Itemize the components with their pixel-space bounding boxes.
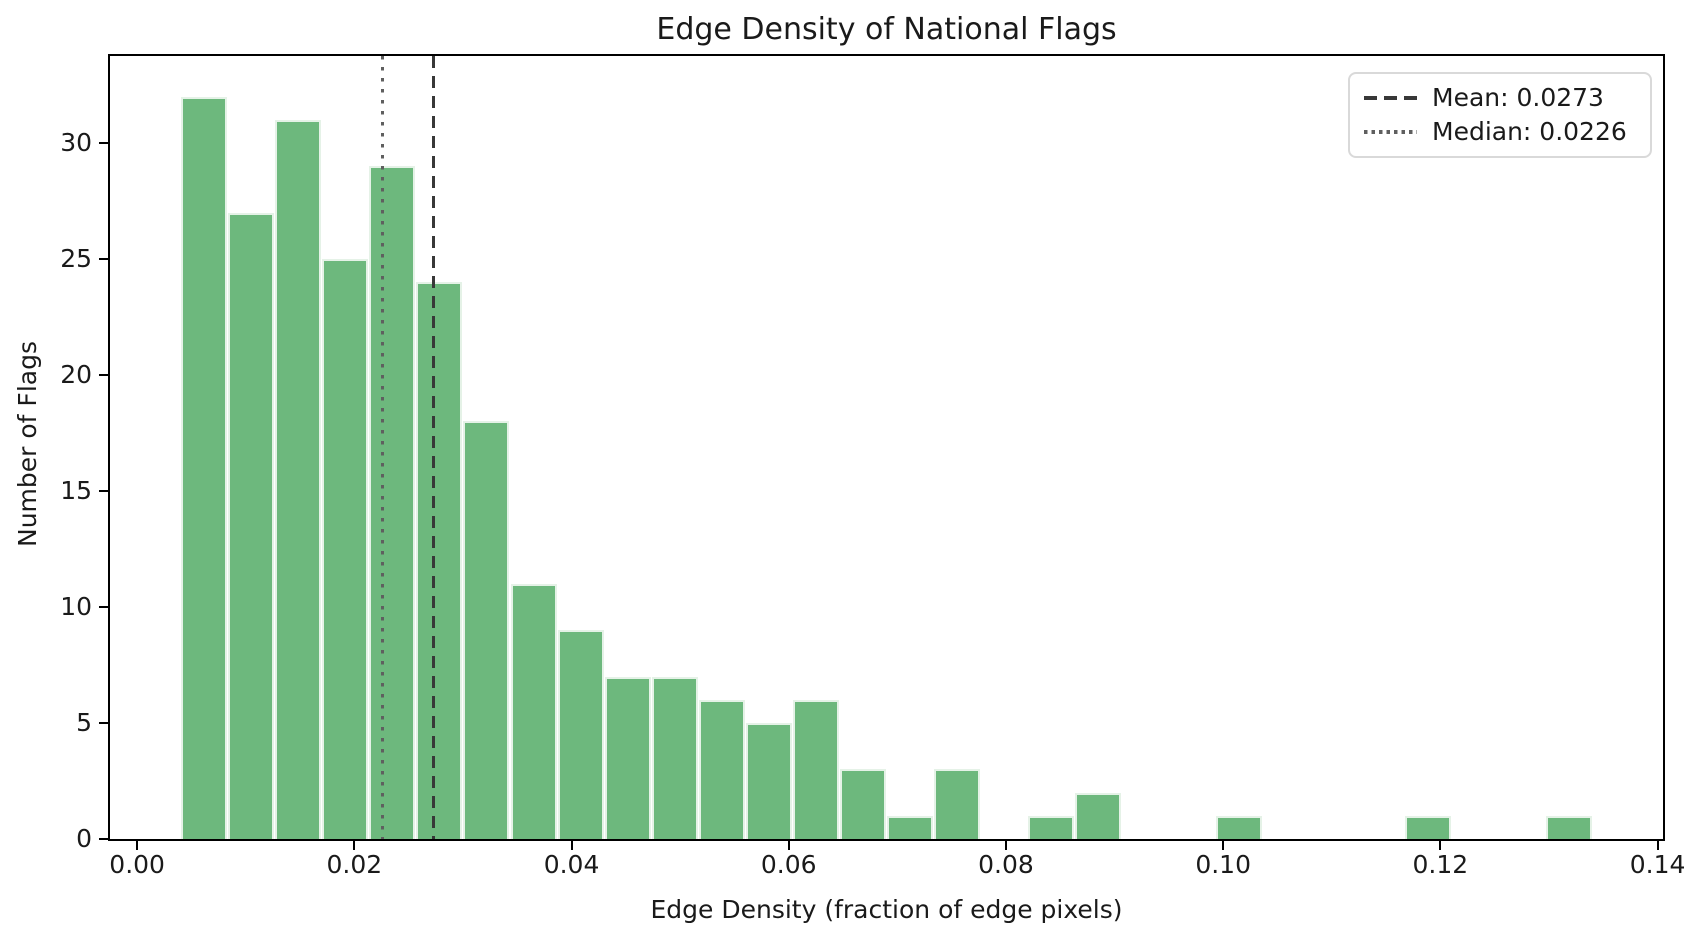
x-tick-label: 0.10 bbox=[1195, 850, 1251, 879]
histogram-bar bbox=[510, 583, 557, 839]
histogram-bar bbox=[463, 421, 510, 839]
y-tick-label: 15 bbox=[60, 476, 92, 505]
mean-dashed-line-sample bbox=[1364, 96, 1417, 100]
y-tick bbox=[99, 490, 108, 492]
x-tick bbox=[136, 841, 139, 850]
y-tick bbox=[99, 606, 108, 608]
legend-row-median: Median: 0.0226 bbox=[1364, 115, 1636, 149]
x-tick bbox=[353, 841, 356, 850]
histogram-bar bbox=[369, 166, 416, 839]
histogram-bar bbox=[1075, 792, 1122, 839]
y-tick bbox=[99, 838, 108, 840]
median-dotted-line-sample bbox=[1364, 130, 1417, 134]
histogram-bar bbox=[275, 119, 322, 839]
histogram-bar bbox=[886, 815, 934, 839]
x-tick bbox=[1004, 841, 1007, 850]
x-axis-label: Edge Density (fraction of edge pixels) bbox=[650, 895, 1123, 924]
x-tick bbox=[1656, 841, 1659, 850]
y-tick-label: 10 bbox=[60, 592, 92, 621]
histogram-bar bbox=[934, 769, 981, 839]
x-tick-label: 0.14 bbox=[1629, 850, 1686, 879]
histogram-bar bbox=[228, 212, 275, 839]
y-tick-label: 20 bbox=[60, 360, 92, 389]
histogram-bar bbox=[322, 259, 369, 839]
histogram-bar bbox=[181, 96, 228, 839]
legend: Mean: 0.0273 Median: 0.0226 bbox=[1348, 72, 1652, 158]
median-line bbox=[380, 56, 385, 839]
histogram-bar bbox=[1404, 815, 1451, 839]
y-tick-label: 5 bbox=[76, 708, 92, 737]
histogram-bar bbox=[1028, 815, 1075, 839]
histogram-bar bbox=[698, 699, 745, 839]
histogram-bar bbox=[1545, 815, 1592, 839]
legend-label-median: Median: 0.0226 bbox=[1432, 117, 1627, 146]
histogram-bar bbox=[651, 676, 698, 839]
y-tick bbox=[99, 722, 108, 724]
chart-title: Edge Density of National Flags bbox=[656, 12, 1117, 47]
x-tick-label: 0.04 bbox=[543, 850, 600, 879]
x-tick bbox=[1439, 841, 1442, 850]
x-tick-label: 0.06 bbox=[760, 850, 817, 879]
legend-label-mean: Mean: 0.0273 bbox=[1432, 83, 1604, 112]
legend-row-mean: Mean: 0.0273 bbox=[1364, 81, 1636, 115]
x-tick-label: 0.02 bbox=[326, 850, 383, 879]
histogram-bar bbox=[416, 282, 463, 839]
histogram-bar bbox=[839, 769, 886, 839]
histogram-bar bbox=[1216, 815, 1263, 839]
y-tick-label: 25 bbox=[60, 244, 92, 273]
y-tick-label: 0 bbox=[76, 824, 92, 853]
histogram-bar bbox=[792, 699, 839, 839]
y-tick bbox=[99, 142, 108, 144]
y-tick-label: 30 bbox=[60, 128, 92, 157]
x-tick bbox=[1222, 841, 1225, 850]
histogram-bar bbox=[604, 676, 651, 839]
x-tick-label: 0.00 bbox=[109, 850, 165, 879]
x-tick bbox=[570, 841, 573, 850]
histogram-bar bbox=[557, 630, 604, 839]
x-tick-label: 0.12 bbox=[1412, 850, 1469, 879]
mean-line bbox=[431, 56, 436, 839]
histogram-bar bbox=[745, 723, 792, 839]
y-tick bbox=[99, 374, 108, 376]
x-tick bbox=[787, 841, 790, 850]
y-tick bbox=[99, 258, 108, 260]
x-tick-label: 0.08 bbox=[978, 850, 1034, 879]
plot-area-frame bbox=[108, 54, 1665, 841]
